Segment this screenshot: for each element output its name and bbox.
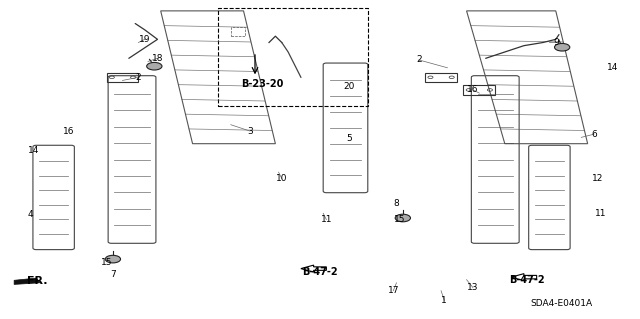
Text: 14: 14 <box>607 63 619 72</box>
Text: 15: 15 <box>394 215 405 224</box>
Circle shape <box>395 214 410 222</box>
Text: 5: 5 <box>346 134 351 144</box>
Text: B-47-2: B-47-2 <box>302 267 338 277</box>
Text: SDA4-E0401A: SDA4-E0401A <box>531 299 593 308</box>
Text: 3: 3 <box>247 127 253 136</box>
Text: FR.: FR. <box>27 276 47 286</box>
Bar <box>425 72 457 82</box>
Bar <box>231 27 245 36</box>
Text: 4: 4 <box>28 210 33 219</box>
Text: 14: 14 <box>28 145 39 154</box>
Text: 1: 1 <box>442 296 447 305</box>
Circle shape <box>554 43 570 51</box>
Text: 8: 8 <box>394 199 399 208</box>
Bar <box>218 8 368 106</box>
Bar <box>463 85 495 95</box>
Text: 12: 12 <box>591 174 603 183</box>
Text: 13: 13 <box>467 283 479 292</box>
Text: 20: 20 <box>343 82 355 91</box>
Text: 11: 11 <box>321 215 332 224</box>
Text: 18: 18 <box>152 54 163 63</box>
Text: 11: 11 <box>595 209 606 218</box>
Bar <box>106 72 138 82</box>
Text: 19: 19 <box>139 35 150 44</box>
Text: 7: 7 <box>110 271 116 279</box>
Text: 6: 6 <box>591 130 597 139</box>
Text: 17: 17 <box>388 286 399 295</box>
Text: 10: 10 <box>276 174 287 183</box>
Text: 16: 16 <box>467 85 479 94</box>
Polygon shape <box>14 278 40 285</box>
Text: 15: 15 <box>100 258 112 267</box>
Text: 9: 9 <box>553 38 559 47</box>
Text: B-23-20: B-23-20 <box>241 78 284 89</box>
Text: 2: 2 <box>416 56 422 64</box>
Text: 16: 16 <box>63 127 74 136</box>
Circle shape <box>147 63 162 70</box>
Text: B-47-2: B-47-2 <box>509 275 545 285</box>
Text: 2: 2 <box>136 73 141 82</box>
Circle shape <box>105 255 120 263</box>
